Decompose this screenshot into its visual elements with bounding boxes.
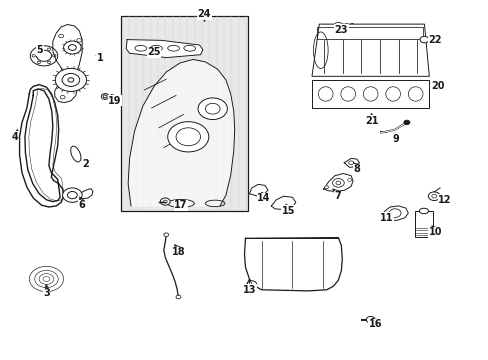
Text: 19: 19 — [108, 96, 122, 106]
Text: 3: 3 — [43, 288, 50, 298]
Text: 2: 2 — [82, 159, 89, 169]
Circle shape — [198, 98, 227, 120]
Text: 22: 22 — [427, 35, 441, 45]
Bar — [316, 27, 423, 39]
Bar — [311, 80, 428, 108]
Circle shape — [176, 295, 181, 299]
Text: 23: 23 — [334, 24, 347, 35]
Text: 13: 13 — [242, 285, 256, 295]
Text: 18: 18 — [171, 247, 185, 257]
Circle shape — [176, 128, 200, 146]
Circle shape — [163, 200, 167, 203]
Circle shape — [403, 120, 409, 125]
Text: 8: 8 — [353, 164, 360, 174]
Polygon shape — [126, 40, 203, 58]
Circle shape — [332, 179, 344, 187]
Circle shape — [37, 50, 51, 61]
Circle shape — [39, 274, 54, 284]
Circle shape — [334, 22, 342, 28]
Text: 21: 21 — [364, 116, 378, 126]
Circle shape — [47, 61, 51, 64]
Text: 14: 14 — [257, 193, 270, 203]
Text: 7: 7 — [333, 191, 340, 201]
Circle shape — [205, 103, 220, 114]
Polygon shape — [244, 238, 342, 291]
Circle shape — [53, 55, 56, 57]
Circle shape — [43, 276, 50, 282]
Text: 24: 24 — [197, 9, 211, 19]
Text: 20: 20 — [430, 81, 444, 91]
Circle shape — [427, 192, 439, 201]
Circle shape — [37, 48, 41, 50]
Circle shape — [348, 161, 353, 165]
Circle shape — [55, 68, 86, 91]
Text: 15: 15 — [281, 206, 295, 216]
Circle shape — [347, 179, 351, 181]
Text: 6: 6 — [79, 200, 85, 210]
Circle shape — [67, 192, 77, 199]
Text: 5: 5 — [37, 45, 43, 55]
Text: 12: 12 — [437, 195, 451, 205]
Text: 25: 25 — [147, 47, 161, 57]
Polygon shape — [249, 184, 267, 196]
Text: 11: 11 — [379, 213, 392, 223]
Circle shape — [366, 316, 374, 323]
Text: 16: 16 — [368, 319, 382, 329]
Text: 1: 1 — [97, 53, 103, 63]
Circle shape — [246, 281, 256, 288]
Circle shape — [324, 186, 328, 189]
Ellipse shape — [418, 208, 428, 213]
Polygon shape — [323, 174, 352, 192]
Bar — [121, 16, 248, 211]
Circle shape — [47, 48, 51, 50]
Text: 10: 10 — [427, 227, 441, 237]
Circle shape — [103, 95, 107, 98]
Bar — [414, 211, 432, 237]
Circle shape — [35, 270, 58, 288]
Circle shape — [160, 198, 170, 205]
Text: 4: 4 — [11, 132, 18, 142]
Circle shape — [63, 41, 81, 54]
Circle shape — [59, 34, 63, 38]
Circle shape — [37, 61, 41, 64]
Circle shape — [29, 266, 63, 292]
Circle shape — [32, 55, 35, 57]
Circle shape — [419, 36, 428, 43]
Circle shape — [68, 45, 76, 50]
Circle shape — [163, 233, 168, 237]
Polygon shape — [128, 59, 234, 206]
Text: 17: 17 — [174, 200, 187, 210]
Circle shape — [62, 73, 80, 86]
Circle shape — [77, 39, 81, 42]
Circle shape — [101, 94, 109, 99]
Circle shape — [62, 188, 82, 202]
Circle shape — [388, 209, 400, 217]
Circle shape — [167, 122, 208, 152]
Polygon shape — [311, 24, 428, 76]
Circle shape — [68, 78, 74, 82]
Text: 9: 9 — [392, 134, 399, 144]
Circle shape — [335, 181, 340, 185]
Polygon shape — [380, 206, 407, 220]
Polygon shape — [271, 196, 295, 210]
Circle shape — [30, 46, 58, 66]
Circle shape — [431, 194, 436, 198]
Circle shape — [60, 95, 65, 99]
